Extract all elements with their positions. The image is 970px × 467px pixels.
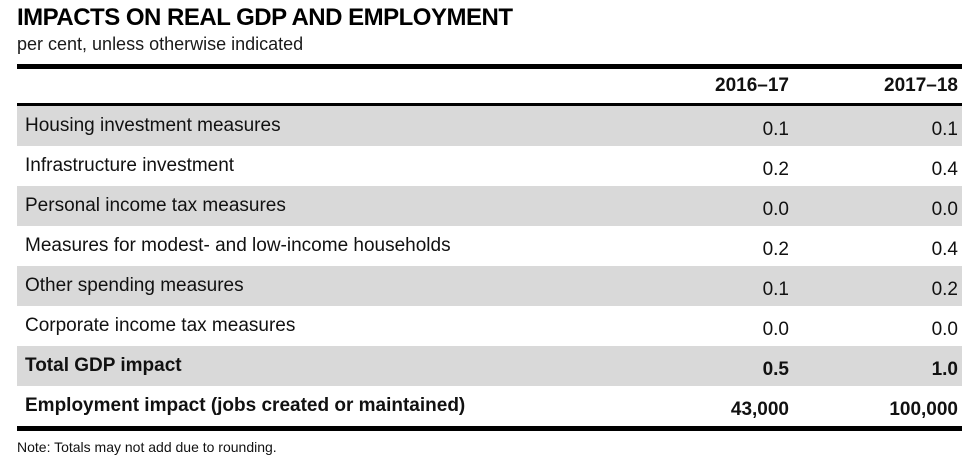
row-label: Infrastructure investment	[25, 155, 235, 176]
row-value: 0.1	[762, 279, 789, 300]
table-row: Infrastructure investment 0.2 0.4	[17, 146, 962, 186]
table-row: Measures for modest- and low-income hous…	[17, 226, 962, 266]
table-header-row: 2016–17 2017–18	[17, 69, 962, 103]
row-value: 43,000	[730, 399, 789, 420]
row-value: 0.2	[762, 159, 789, 180]
row-label: Other spending measures	[25, 275, 244, 296]
table-row: Total GDP impact 0.5 1.0	[17, 346, 962, 386]
figure-title: IMPACTS ON REAL GDP AND EMPLOYMENT	[17, 4, 513, 31]
column-header-2016-17: 2016–17	[715, 75, 789, 96]
row-value: 0.4	[931, 159, 958, 180]
row-value: 100,000	[889, 399, 958, 420]
row-value: 0.0	[762, 319, 789, 340]
table-row: Employment impact (jobs created or maint…	[17, 386, 962, 426]
row-label: Corporate income tax measures	[25, 315, 296, 336]
table-body: Housing investment measures 0.1 0.1 Infr…	[17, 106, 962, 426]
table-row: Corporate income tax measures 0.0 0.0	[17, 306, 962, 346]
row-label: Employment impact (jobs created or maint…	[25, 395, 466, 416]
row-value: 0.0	[931, 319, 958, 340]
row-value: 0.2	[762, 239, 789, 260]
row-label: Total GDP impact	[25, 355, 182, 376]
row-value: 0.4	[931, 239, 958, 260]
row-value: 1.0	[931, 359, 958, 380]
row-value: 0.2	[931, 279, 958, 300]
header-rule	[17, 103, 962, 106]
row-label: Housing investment measures	[25, 115, 281, 136]
table-row: Personal income tax measures 0.0 0.0	[17, 186, 962, 226]
row-value: 0.1	[931, 119, 958, 140]
top-rule	[17, 64, 962, 69]
row-label: Personal income tax measures	[25, 195, 286, 216]
table-row: Other spending measures 0.1 0.2	[17, 266, 962, 306]
table-figure: IMPACTS ON REAL GDP AND EMPLOYMENT per c…	[17, 4, 962, 455]
figure-subtitle: per cent, unless otherwise indicated	[17, 34, 304, 54]
row-value: 0.0	[762, 199, 789, 220]
row-label: Measures for modest- and low-income hous…	[25, 235, 451, 256]
table-note: Note: Totals may not add due to rounding…	[17, 439, 277, 455]
table-row: Housing investment measures 0.1 0.1	[17, 106, 962, 146]
row-value: 0.5	[762, 359, 789, 380]
row-value: 0.1	[762, 119, 789, 140]
bottom-rule	[17, 426, 962, 431]
column-header-2017-18: 2017–18	[884, 75, 958, 96]
row-value: 0.0	[931, 199, 958, 220]
